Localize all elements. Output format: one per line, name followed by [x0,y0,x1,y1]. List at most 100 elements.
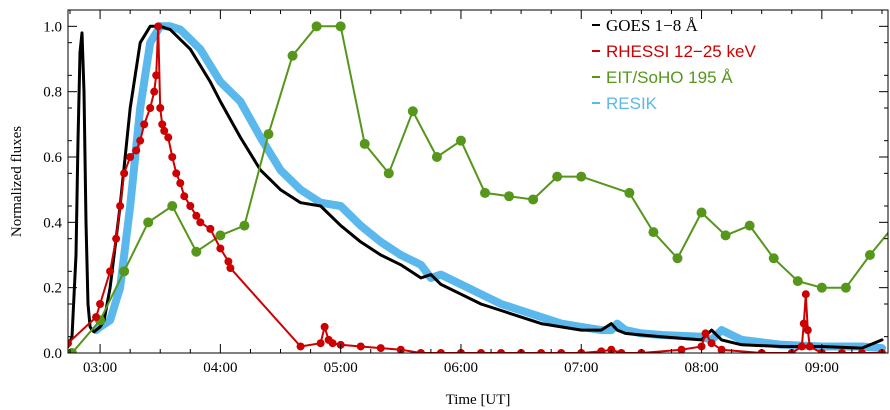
series-point-eit-soho-195 [720,230,731,241]
legend-label-resik: RESIK [606,94,658,113]
series-point-rhessi-12-25-kev [112,234,121,243]
series-point-rhessi-12-25-kev [707,339,716,348]
series-point-rhessi-12-25-kev [164,133,173,142]
series-point-eit-soho-195 [287,50,298,61]
series-point-eit-soho-195 [407,106,418,117]
series-point-rhessi-12-25-kev [376,344,385,353]
series-point-rhessi-12-25-kev [132,146,141,155]
y-tick-label: 0.4 [43,215,62,231]
series-point-eit-soho-195 [431,152,442,162]
series-point-rhessi-12-25-kev [356,342,365,351]
series-point-rhessi-12-25-kev [803,326,812,335]
series-point-eit-soho-195 [359,138,370,149]
series-point-rhessi-12-25-kev [677,345,686,353]
series-point-eit-soho-195 [239,220,250,231]
series-point-rhessi-12-25-kev [557,349,566,353]
series-point-rhessi-12-25-kev [717,345,726,353]
series-point-rhessi-12-25-kev [316,339,325,348]
series-point-eit-soho-195 [744,220,755,231]
x-tick-label: 05:00 [324,360,358,376]
legend: GOES 1−8 Å RHESSI 12−25 keV EIT/SoHO 195 Å… [592,16,756,113]
series-point-eit-soho-195 [792,276,803,287]
series-point-eit-soho-195 [624,187,635,198]
series-point-rhessi-12-25-kev [168,153,177,161]
series-point-rhessi-12-25-kev [180,192,189,201]
series-point-rhessi-12-25-kev [857,349,866,353]
y-tick-label: 0.2 [43,281,62,297]
y-tick-label: 0.0 [43,346,62,362]
x-tick-label: 07:00 [564,360,598,376]
series-point-rhessi-12-25-kev [152,71,161,80]
series-point-rhessi-12-25-kev [328,339,337,348]
series-point-rhessi-12-25-kev [799,319,808,328]
series-point-rhessi-12-25-kev [126,153,135,161]
series-point-eit-soho-195 [552,171,563,182]
series-point-eit-soho-195 [504,191,515,202]
series-point-eit-soho-195 [383,168,394,179]
series-point-eit-soho-195 [167,201,178,211]
series-layer [68,21,888,353]
legend-label-goes-1-8: GOES 1−8 Å [606,16,698,35]
series-point-eit-soho-195 [816,282,827,293]
series-point-rhessi-12-25-kev [801,290,810,299]
axes-layer: 03:00 04:00 05:00 06:00 07:00 08:00 09:00 0.0 0.… [43,9,888,376]
series-point-rhessi-12-25-kev [192,211,201,220]
series-point-eit-soho-195 [648,227,659,238]
y-tick-label: 0.8 [43,85,62,101]
series-point-eit-soho-195 [696,207,707,218]
series-line-rhessi-12-25-kev [68,25,883,353]
legend-label-eit-soho-195: EIT/SoHO 195 Å [606,68,733,87]
series-line-eit-soho-195 [71,25,888,353]
series-point-rhessi-12-25-kev [196,218,205,227]
series-point-rhessi-12-25-kev [701,329,710,338]
series-point-eit-soho-195 [768,253,779,264]
series-point-eit-soho-195 [311,21,322,32]
series-point-rhessi-12-25-kev [172,169,181,178]
series-point-rhessi-12-25-kev [120,169,129,178]
series-point-eit-soho-195 [672,253,683,264]
series-line-resik [92,22,886,353]
series-point-eit-soho-195 [455,135,466,146]
series-point-rhessi-12-25-kev [436,349,445,353]
series-point-rhessi-12-25-kev [154,22,163,31]
legend-label-rhessi-12-25-kev: RHESSI 12−25 keV [606,42,756,61]
series-point-eit-soho-195 [335,21,346,32]
series-point-rhessi-12-25-kev [186,202,195,210]
series-point-rhessi-12-25-kev [136,136,145,145]
plot-frame [67,9,889,354]
series-point-rhessi-12-25-kev [156,104,165,112]
series-point-eit-soho-195 [143,217,154,228]
series-point-eit-soho-195 [840,282,851,293]
series-point-rhessi-12-25-kev [158,120,167,129]
series-point-rhessi-12-25-kev [96,300,105,308]
x-tick-label: 08:00 [684,360,718,376]
series-point-eit-soho-195 [576,171,587,182]
x-tick-label: 03:00 [83,360,117,376]
y-axis-title: Normalized fluxes [9,126,25,237]
x-tick-label: 04:00 [203,360,237,376]
series-point-eit-soho-195 [864,250,875,260]
series-point-rhessi-12-25-kev [116,202,125,210]
series-point-rhessi-12-25-kev [416,349,425,353]
series-point-rhessi-12-25-kev [106,267,115,276]
series-point-eit-soho-195 [119,266,130,277]
series-point-rhessi-12-25-kev [477,349,486,353]
series-point-eit-soho-195 [528,194,539,205]
series-point-rhessi-12-25-kev [68,339,72,348]
series-point-eit-soho-195 [215,230,226,241]
series-point-rhessi-12-25-kev [224,257,233,266]
series-point-rhessi-12-25-kev [805,342,814,351]
series-point-rhessi-12-25-kev [176,179,185,188]
series-point-rhessi-12-25-kev [497,349,506,353]
series-point-rhessi-12-25-kev [226,264,235,273]
series-point-rhessi-12-25-kev [320,322,329,331]
series-point-rhessi-12-25-kev [216,244,225,253]
series-point-rhessi-12-25-kev [92,313,101,322]
x-tick-label: 09:00 [805,360,839,376]
series-point-rhessi-12-25-kev [206,224,215,233]
series-point-eit-soho-195 [263,129,274,140]
series-point-eit-soho-195 [191,246,202,257]
series-point-eit-soho-195 [480,187,491,198]
series-point-rhessi-12-25-kev [617,349,626,353]
